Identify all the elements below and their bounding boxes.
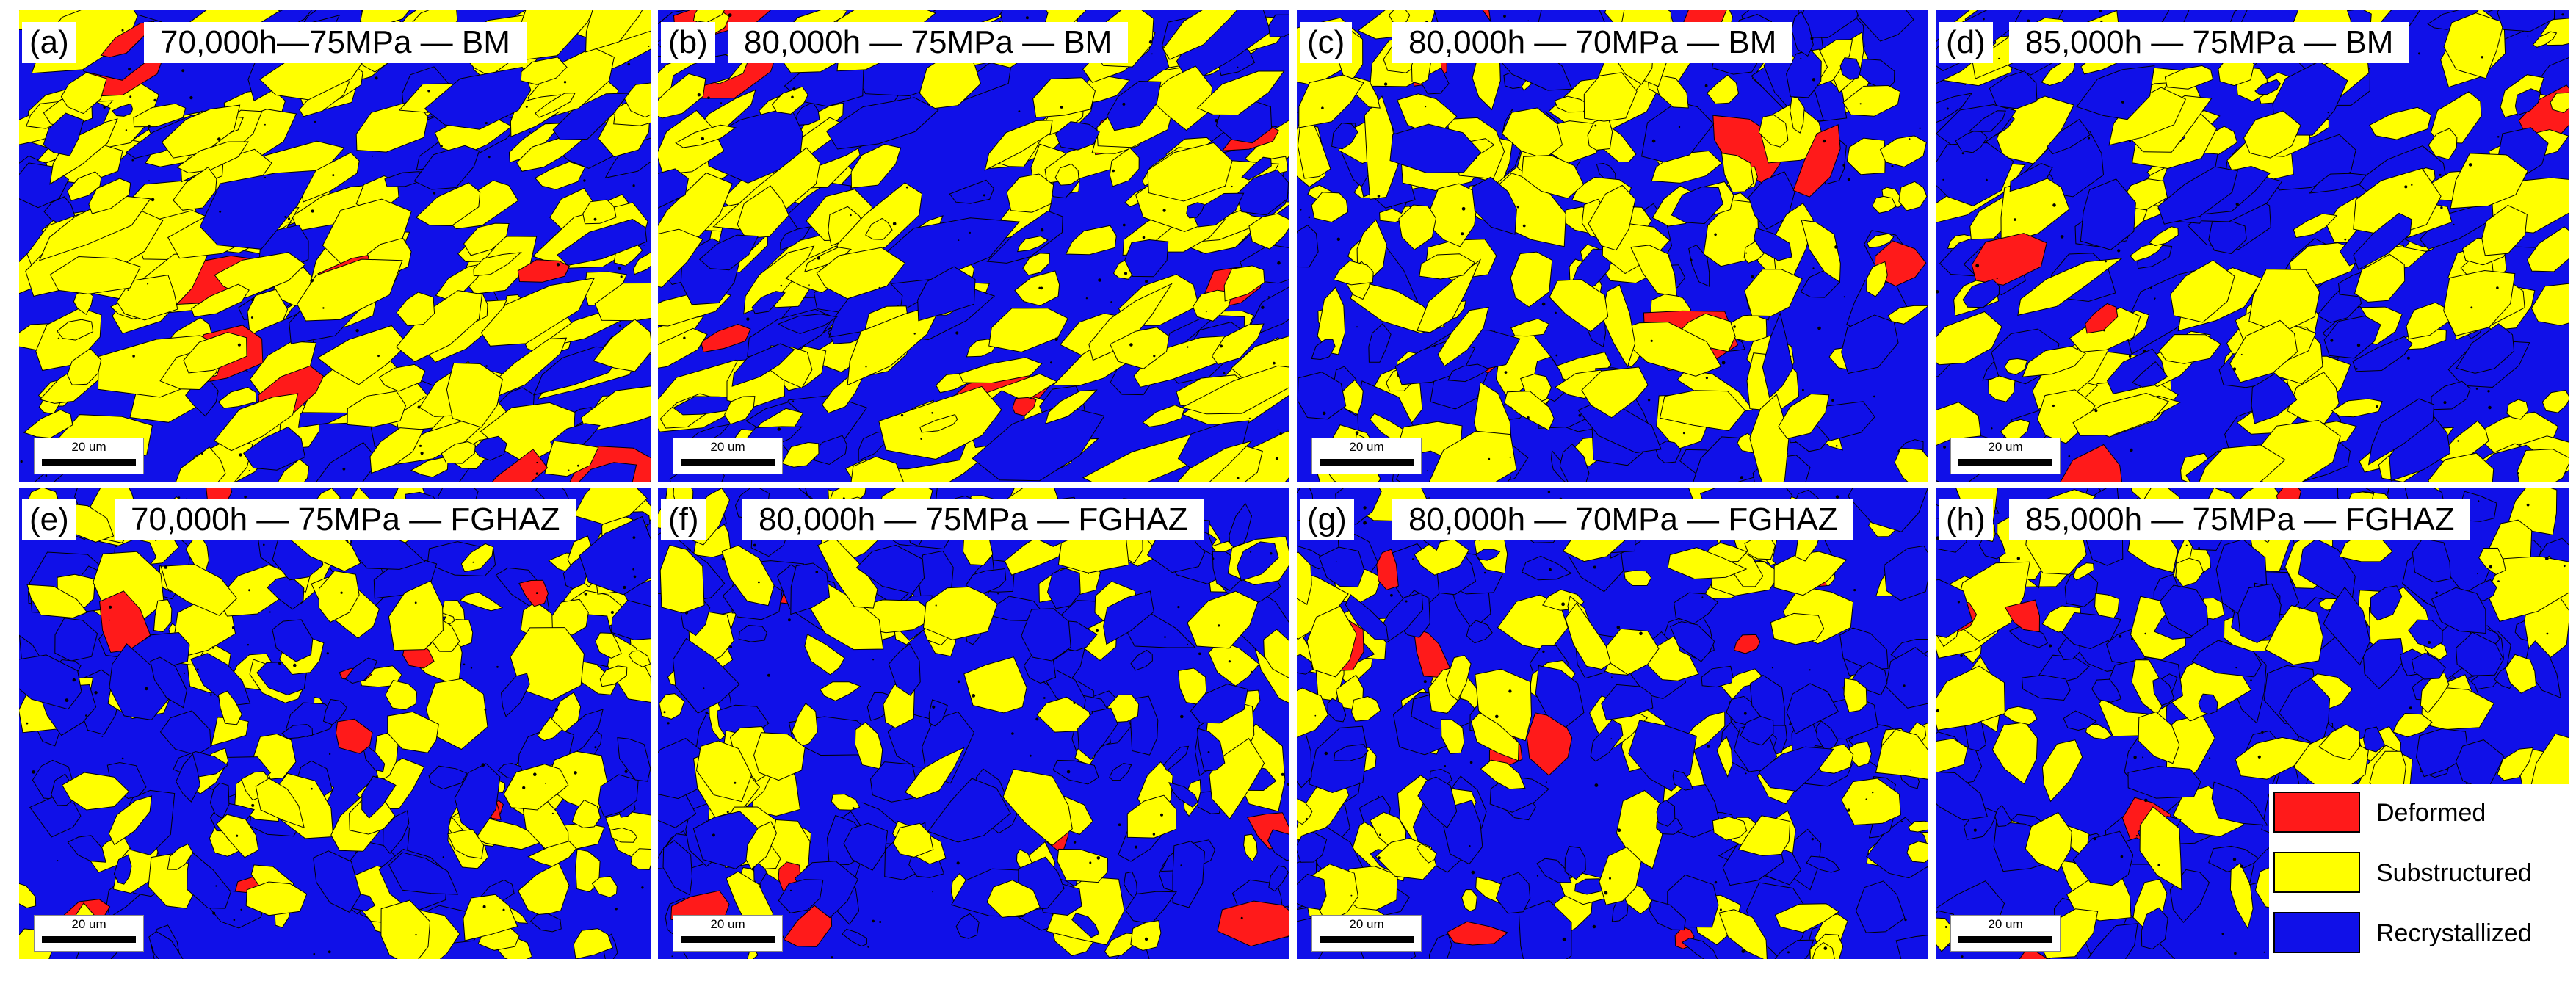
grain-map	[19, 488, 651, 959]
panel-letter: (f)	[661, 499, 706, 540]
scale-bar: 20 um	[1311, 915, 1422, 952]
grain-map	[1936, 10, 2569, 482]
grain-map	[1297, 10, 1928, 482]
legend-swatch	[2273, 912, 2360, 953]
scale-bar-line	[1320, 936, 1414, 943]
scale-bar-line	[42, 936, 136, 943]
legend-label: Recrystallized	[2376, 919, 2532, 947]
scale-bar-line	[1320, 459, 1414, 466]
panel-letter: (b)	[661, 22, 715, 63]
scale-bar-line	[681, 459, 775, 466]
panel-c: (c) 80,000h — 70MPa — BM 20 um	[1297, 10, 1928, 482]
panel-letter: (d)	[1939, 22, 1993, 63]
legend-item-deformed: Deformed	[2273, 792, 2575, 836]
scale-bar-line	[42, 459, 136, 466]
panel-d: (d) 85,000h — 75MPa — BM 20 um	[1936, 10, 2569, 482]
panel-title: 70,000h — 75MPa — FGHAZ	[115, 499, 576, 540]
panel-letter: (g)	[1300, 499, 1354, 540]
legend-label: Substructured	[2376, 859, 2532, 887]
grain-map	[658, 10, 1289, 482]
scale-bar: 20 um	[673, 438, 783, 474]
panel-title: 85,000h — 75MPa — FGHAZ	[2009, 499, 2471, 540]
grain-map	[19, 10, 651, 482]
panel-a: (a) 70,000h—75MPa — BM 20 um	[19, 10, 651, 482]
scale-bar-label: 20 um	[1349, 440, 1384, 454]
panel-title: 80,000h — 75MPa — BM	[728, 22, 1129, 63]
scale-bar-label: 20 um	[71, 917, 106, 931]
scale-bar-label: 20 um	[1988, 917, 2023, 931]
panel-title: 85,000h — 75MPa — BM	[2009, 22, 2410, 63]
scale-bar: 20 um	[673, 915, 783, 952]
panel-letter: (h)	[1939, 499, 1993, 540]
scale-bar-label: 20 um	[1349, 917, 1384, 931]
legend-label: Deformed	[2376, 799, 2486, 827]
panel-e: (e) 70,000h — 75MPa — FGHAZ 20 um	[19, 488, 651, 959]
scale-bar-line	[681, 936, 775, 943]
scale-bar-line	[1958, 936, 2052, 943]
panel-title: 80,000h — 70MPa — BM	[1392, 22, 1793, 63]
scale-bar: 20 um	[1950, 438, 2061, 474]
scale-bar-line	[1958, 459, 2052, 466]
scale-bar-label: 20 um	[1988, 440, 2023, 454]
panel-title: 80,000h — 70MPa — FGHAZ	[1392, 499, 1854, 540]
scale-bar: 20 um	[1950, 915, 2061, 952]
legend-swatch	[2273, 792, 2360, 833]
scale-bar-label: 20 um	[710, 440, 745, 454]
panel-title: 80,000h — 75MPa — FGHAZ	[742, 499, 1204, 540]
scale-bar: 20 um	[34, 915, 144, 952]
panel-b: (b) 80,000h — 75MPa — BM 20 um	[658, 10, 1289, 482]
grain-map	[658, 488, 1289, 959]
legend-item-recrystallized: Recrystallized	[2273, 912, 2575, 956]
panel-f: (f) 80,000h — 75MPa — FGHAZ 20 um	[658, 488, 1289, 959]
legend-item-substructured: Substructured	[2273, 852, 2575, 896]
scale-bar-label: 20 um	[710, 917, 745, 931]
panel-letter: (e)	[22, 499, 76, 540]
scale-bar: 20 um	[1311, 438, 1422, 474]
legend: Deformed Substructured Recrystallized	[2269, 784, 2576, 965]
panel-letter: (a)	[22, 22, 76, 63]
panel-letter: (c)	[1300, 22, 1353, 63]
panel-g: (g) 80,000h — 70MPa — FGHAZ 20 um	[1297, 488, 1928, 959]
scale-bar-label: 20 um	[71, 440, 106, 454]
legend-swatch	[2273, 852, 2360, 893]
grain-map	[1297, 488, 1928, 959]
scale-bar: 20 um	[34, 438, 144, 474]
panel-title: 70,000h—75MPa — BM	[144, 22, 527, 63]
